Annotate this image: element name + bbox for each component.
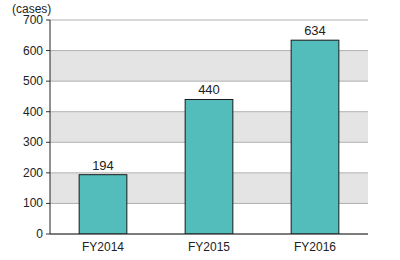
y-tick <box>46 142 50 143</box>
y-tick <box>46 20 50 21</box>
y-tick <box>46 50 50 51</box>
y-tick-label: 0 <box>36 227 43 241</box>
grid-line <box>50 234 368 235</box>
data-label: 634 <box>304 23 326 38</box>
bar <box>185 99 233 234</box>
y-tick-label: 100 <box>23 196 43 210</box>
data-label: 440 <box>198 82 220 97</box>
y-tick <box>46 111 50 112</box>
chart-svg: 0100200300400500600700194440634FY2014FY2… <box>0 0 400 260</box>
data-labels: 194 440 634 <box>92 23 326 173</box>
y-tick <box>46 234 50 235</box>
y-tick <box>46 203 50 204</box>
axes <box>50 20 368 234</box>
bars <box>79 40 339 234</box>
y-tick-label: 500 <box>23 74 43 88</box>
y-tick <box>46 81 50 82</box>
x-tick-label: FY2014 <box>82 240 124 254</box>
y-ticks: 0100200300400500600700 <box>23 13 50 241</box>
y-axis-line <box>50 20 51 234</box>
y-axis-label: (cases) <box>12 2 51 16</box>
y-tick-label: 600 <box>23 44 43 58</box>
x-axis-line <box>50 234 368 235</box>
grid-line <box>50 20 368 21</box>
y-tick-label: 300 <box>23 135 43 149</box>
x-tick-label: FY2016 <box>294 240 336 254</box>
y-tick-label: 400 <box>23 105 43 119</box>
data-label: 194 <box>92 158 114 173</box>
chart-container: 0100200300400500600700194440634FY2014FY2… <box>0 0 400 260</box>
y-tick <box>46 172 50 173</box>
y-tick-label: 200 <box>23 166 43 180</box>
grid-bands <box>50 20 368 234</box>
bar <box>79 175 127 234</box>
bar <box>291 40 339 234</box>
grid-lines <box>50 20 368 234</box>
x-tick-label: FY2015 <box>188 240 230 254</box>
x-ticks: FY2014 FY2015 FY2016 <box>82 240 336 254</box>
